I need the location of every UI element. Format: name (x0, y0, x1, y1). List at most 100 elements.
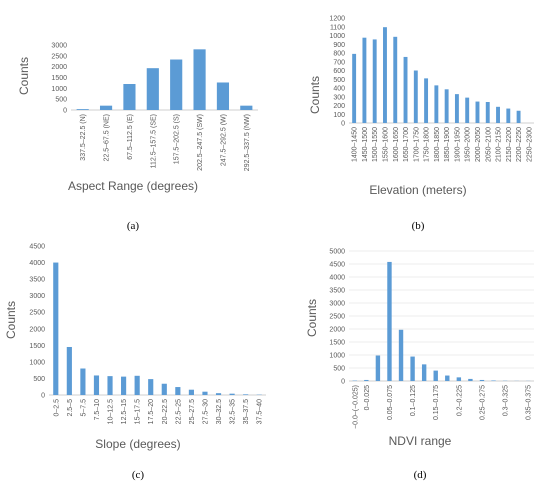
panel-d-ylabel: Counts (305, 299, 319, 337)
panel-b-x-tick-label: 1700–1750 (413, 127, 420, 162)
panel-b-y-tick-label: 200 (333, 103, 345, 110)
panel-a-x-tick-label: 337.5–22.5 (N) (80, 114, 87, 161)
panel-d-bar (421, 364, 427, 381)
panel-a-x-tick-label: 67.5–112.5 (E) (127, 114, 134, 160)
panel-a-y-tick-label: 1000 (51, 86, 67, 93)
panel-a-x-tick-label: 202.5–247.5 (SW) (197, 114, 204, 171)
panel-d-x-tick-label: 0.3–0.325 (503, 385, 510, 416)
panel-c-y-tick-label: 1500 (29, 343, 45, 350)
panel-a-y-tick-label: 500 (55, 97, 67, 104)
panel-c-bar (134, 375, 140, 395)
panel-c-x-tick-label: 12.5–15 (121, 399, 128, 424)
panel-a-x-tick-label: 22.5–67.5 (NE) (104, 114, 111, 161)
panel-a-y-tick-label: 1500 (51, 75, 67, 82)
panel-a-bar (99, 105, 113, 110)
panel-c-y-tick-label: 4500 (29, 244, 45, 251)
panel-d-bar (445, 375, 450, 381)
panel-b-y-tick-label: 0 (341, 121, 345, 128)
panel-c-bar (175, 387, 181, 395)
panel-b-y-tick-label: 100 (333, 112, 345, 119)
panel-c-x-tick-label: 2.5–5 (67, 399, 74, 417)
panel-c-bar (80, 368, 86, 395)
panel-b-bar (496, 106, 500, 123)
panel-d-y-tick-label: 0 (341, 379, 345, 386)
panel-d-x-tick-label: 0.05–0.075 (387, 385, 394, 420)
panel-c-x-tick-label: 17.5–20 (148, 399, 155, 424)
panel-c-y-tick-label: 2000 (29, 326, 45, 333)
panel-b-bar (352, 53, 357, 123)
panel-b-bar (372, 39, 377, 123)
panel-c-x-tick-label: 22.5–25 (175, 399, 182, 424)
panel-c-y-tick-label: 2500 (29, 310, 45, 317)
panel-c-label: (c) (132, 469, 145, 481)
panel-c-bar (215, 393, 222, 395)
panel-b-y-tick-label: 800 (333, 51, 345, 58)
panel-b-y-tick-label: 500 (333, 77, 345, 84)
panel-b-y-tick-label: 1200 (329, 16, 345, 23)
panel-d-x-tick-label: 0.25–0.275 (479, 385, 486, 420)
panel-b-x-tick-label: 1750–1800 (424, 127, 431, 162)
panel-c-bar (202, 391, 208, 395)
panel-c-xlabel: Slope (degrees) (95, 437, 180, 451)
panel-b-x-tick-label: 2150–2200 (506, 127, 513, 162)
panel-b-bar (362, 37, 367, 123)
panel-b-x-tick-label: 1850–1900 (444, 127, 451, 162)
panel-c-x-tick-label: 37.5–40 (257, 399, 264, 424)
panel-b-bar (383, 27, 387, 123)
panel-d-bar (364, 379, 369, 381)
panel-b-elevation-chart: Counts Elevation (meters) (b) 0 100 200 300… (308, 16, 534, 232)
panel-b-bar (454, 94, 459, 123)
panel-a-x-tick-label: 112.5–157.5 (SE) (150, 114, 157, 168)
panel-c-x-tick-label: 27.5–30 (202, 399, 209, 424)
panel-b-x-tick-label: 1800–1850 (434, 127, 441, 162)
panel-b-y-tick-label: 300 (333, 94, 345, 101)
panel-b-bar (506, 108, 511, 123)
panel-c-bar (243, 394, 249, 395)
panel-b-x-tick-label: 1450–1500 (362, 127, 369, 162)
panel-d-y-tick-label: 3500 (329, 288, 345, 295)
panel-c-x-tick-label: 35–37.5 (243, 399, 250, 424)
panel-a-y-tick-label: 2500 (51, 53, 67, 60)
panel-d-y-tick-label: 500 (333, 366, 345, 373)
panel-a-bar (240, 105, 253, 110)
panel-b-x-tick-label: 2050–2100 (485, 127, 492, 162)
panel-b-xlabel: Elevation (meters) (369, 183, 466, 197)
panel-c-y-tick-label: 1000 (29, 359, 45, 366)
panel-a-x-tick-label: 292.5–337.5 (NW) (244, 114, 251, 171)
panel-d-x-tick-label: 0.2–0.225 (456, 385, 463, 416)
panel-c-slope-chart: Counts Slope (degrees) (c) 0 500 1000 1500 2… (4, 244, 266, 481)
panel-c-bar (53, 262, 59, 395)
panel-a-label: (a) (127, 220, 140, 232)
panel-b-bar (465, 97, 470, 123)
panel-c-x-tick-label: 15–17.5 (135, 399, 142, 424)
panel-a-y-tick-label: 0 (63, 108, 67, 115)
panel-b-bar (403, 56, 408, 123)
panel-d-y-tick-label: 5000 (329, 249, 345, 256)
panel-d-xlabel: NDVI range (389, 434, 452, 448)
panel-d-bar (433, 370, 438, 381)
panel-c-y-tick-label: 0 (41, 393, 45, 400)
panel-d-bar (468, 378, 473, 381)
panel-d-x-tick-label: 0.15–0.175 (433, 385, 440, 420)
panel-d-x-tick-label: 0.1–0.125 (410, 385, 417, 416)
panel-c-y-tick-label: 500 (33, 376, 45, 383)
panel-d-y-tick-label: 4000 (329, 275, 345, 282)
panel-a-ylabel: Counts (17, 57, 31, 95)
panel-d-bar (375, 355, 381, 381)
panel-c-x-tick-label: 10–12.5 (108, 399, 115, 424)
panel-b-x-tick-label: 1650–1700 (403, 127, 410, 162)
panel-d-y-tick-label: 3000 (329, 301, 345, 308)
panel-a-xlabel: Aspect Range (degrees) (68, 179, 198, 193)
panel-c-x-tick-label: 0–2.5 (53, 399, 60, 417)
panel-d-y-tick-label: 1000 (329, 353, 345, 360)
panel-d-bar (387, 261, 392, 381)
panel-a-bar (76, 109, 89, 110)
panel-a-y-tick-label: 2000 (51, 64, 67, 71)
panel-b-bar (393, 36, 398, 123)
panel-b-y-tick-label: 1000 (329, 33, 345, 40)
panel-d-ndvi-chart: Counts NDVI range (d) 0 500 1000 1500 2000 25… (305, 249, 534, 481)
panel-c-y-tick-label: 4000 (29, 260, 45, 267)
panel-b-y-tick-label: 400 (333, 86, 345, 93)
panel-b-bar (424, 78, 429, 123)
